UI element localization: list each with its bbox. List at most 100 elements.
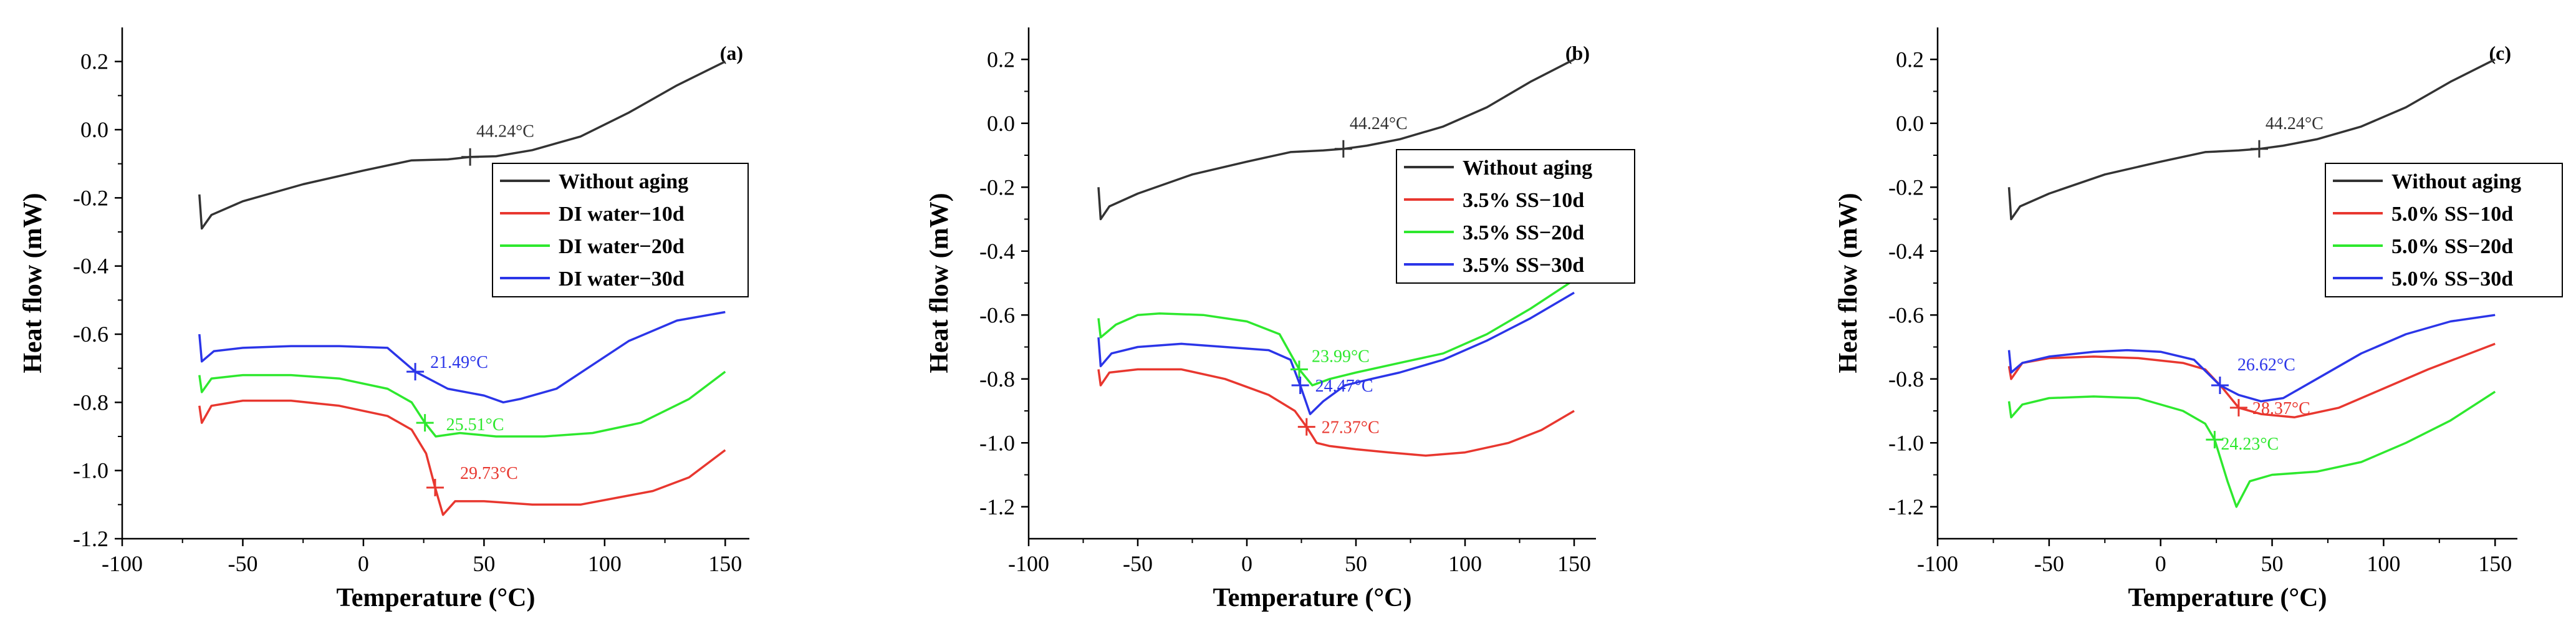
y-tick-label: -1.2 bbox=[1888, 494, 1924, 519]
legend-entry: DI water−30d bbox=[559, 267, 685, 291]
y-tick-label: 0.0 bbox=[80, 117, 108, 142]
x-tick-label: 100 bbox=[1448, 551, 1482, 576]
y-tick-label: 0.2 bbox=[80, 49, 108, 74]
legend-entry: DI water−10d bbox=[559, 203, 685, 226]
legend-entry: Without aging bbox=[2391, 170, 2521, 193]
legend: Without aging DI water−10d DI water−20d DI … bbox=[492, 163, 749, 297]
x-tick-label: -100 bbox=[102, 551, 143, 576]
legend-entry: Without aging bbox=[559, 170, 688, 193]
y-tick-label: -0.6 bbox=[979, 302, 1015, 327]
legend-box bbox=[1396, 149, 1635, 284]
x-tick-label: -50 bbox=[1123, 551, 1153, 576]
legend-box bbox=[492, 163, 749, 297]
annotation-marker bbox=[1334, 140, 1352, 158]
y-tick-label: -1.2 bbox=[979, 494, 1015, 519]
series-line-3 bbox=[2007, 390, 2496, 508]
legend-entry: 5.0% SS−20d bbox=[2391, 235, 2513, 258]
annotation-label: 26.62°C bbox=[2237, 355, 2295, 375]
annotation-marker bbox=[461, 148, 479, 166]
x-tick-label: 50 bbox=[473, 551, 495, 576]
y-tick-label: -1.0 bbox=[1888, 430, 1924, 455]
annotation-marker bbox=[2211, 377, 2229, 394]
annotation-marker bbox=[406, 363, 425, 381]
y-tick-label: -0.2 bbox=[979, 175, 1015, 200]
annotation-label: 21.49°C bbox=[430, 353, 488, 372]
panel-label: (b) bbox=[1565, 42, 1590, 64]
annotation-label: 27.37°C bbox=[1322, 418, 1380, 438]
chart-panel-2: -100 -50 0 50 100 150 -1.2 -1.0 -0.8 -0.6 -0.4 -0.2… bbox=[925, 27, 1635, 612]
annotation-label: 44.24°C bbox=[476, 122, 534, 142]
x-tick-label: -50 bbox=[2034, 551, 2064, 576]
x-tick-label: 50 bbox=[2261, 551, 2284, 576]
x-axis-title: Temperature (°C) bbox=[2128, 584, 2327, 612]
legend-entry: 3.5% SS−30d bbox=[1463, 254, 1584, 277]
x-tick-label: -50 bbox=[228, 551, 257, 576]
y-tick-label: -0.8 bbox=[979, 367, 1015, 392]
series-line-1 bbox=[2007, 58, 2496, 221]
annotation-label: 24.47°C bbox=[1315, 377, 1373, 396]
y-tick-label: -1.2 bbox=[73, 526, 108, 551]
annotation-label: 24.23°C bbox=[2221, 435, 2279, 454]
legend-entry: 5.0% SS−30d bbox=[2391, 267, 2513, 291]
annotation-label: 44.24°C bbox=[2266, 114, 2324, 133]
series-line-4 bbox=[1097, 291, 1575, 415]
legend-entry: 3.5% SS−20d bbox=[1463, 221, 1584, 244]
x-tick-label: 50 bbox=[1345, 551, 1367, 576]
y-tick-label: -0.8 bbox=[73, 390, 108, 415]
panel-label: (a) bbox=[720, 42, 743, 64]
x-tick-label: 150 bbox=[708, 551, 742, 576]
annotation-marker bbox=[416, 414, 434, 432]
legend-entry: 3.5% SS−10d bbox=[1463, 189, 1584, 212]
y-tick-label: 0.2 bbox=[1896, 47, 1924, 72]
y-tick-label: -1.0 bbox=[73, 458, 108, 483]
annotation-label: 25.51°C bbox=[446, 415, 504, 435]
annotation-marker bbox=[1290, 360, 1308, 378]
legend-entry: Without aging bbox=[1463, 156, 1592, 180]
y-tick-label: -0.2 bbox=[1888, 175, 1924, 200]
annotation-marker bbox=[1291, 377, 1309, 394]
legend-entry: 5.0% SS−10d bbox=[2391, 203, 2513, 226]
series-line-1 bbox=[198, 60, 726, 230]
y-tick-label: 0.2 bbox=[987, 47, 1015, 72]
y-tick-label: -0.8 bbox=[1888, 367, 1924, 392]
legend-box bbox=[2325, 163, 2563, 297]
x-tick-label: 0 bbox=[2155, 551, 2166, 576]
y-tick-label: 0.0 bbox=[1896, 111, 1924, 136]
annotation-label: 44.24°C bbox=[1350, 114, 1408, 133]
series-line-2 bbox=[1097, 368, 1575, 457]
legend: Without aging 5.0% SS−10d 5.0% SS−20d 5.0% … bbox=[2325, 163, 2563, 297]
annotation-label: 28.37°C bbox=[2252, 399, 2310, 418]
x-tick-label: 0 bbox=[1241, 551, 1252, 576]
x-tick-label: -100 bbox=[1008, 551, 1049, 576]
y-tick-label: -0.4 bbox=[73, 254, 108, 279]
y-axis-title: Heat flow (mW) bbox=[1834, 193, 1863, 373]
x-tick-label: 150 bbox=[1557, 551, 1591, 576]
y-tick-label: -0.4 bbox=[1888, 239, 1924, 264]
annotation-label: 23.99°C bbox=[1312, 347, 1370, 366]
x-tick-label: 100 bbox=[588, 551, 622, 576]
legend: Without aging 3.5% SS−10d 3.5% SS−20d 3.5% … bbox=[1396, 149, 1635, 284]
y-tick-label: -1.0 bbox=[979, 430, 1015, 455]
chart-panel-3: -100 -50 0 50 100 150 -1.2 -1.0 -0.8 -0.6 -0.4 -0.2… bbox=[1834, 27, 2563, 612]
annotation-marker bbox=[1297, 418, 1315, 436]
x-axis-title: Temperature (°C) bbox=[337, 584, 536, 612]
annotation-marker bbox=[2229, 398, 2247, 417]
x-tick-label: 0 bbox=[358, 551, 369, 576]
series-line-1 bbox=[1097, 58, 1575, 221]
y-tick-label: 0.0 bbox=[987, 111, 1015, 136]
x-tick-label: 100 bbox=[2367, 551, 2400, 576]
y-axis-title: Heat flow (mW) bbox=[925, 193, 954, 373]
legend-entry: DI water−20d bbox=[559, 235, 685, 258]
annotation-marker bbox=[2250, 140, 2268, 158]
y-tick-label: -0.6 bbox=[73, 322, 108, 347]
y-tick-label: -0.2 bbox=[73, 185, 108, 210]
annotation-marker bbox=[2206, 431, 2224, 449]
annotation-label: 29.73°C bbox=[460, 464, 518, 483]
chart-panel-1: -100 -50 0 50 100 150 -1.2 -1.0 -0.8 -0.6 -0.4 -0.2… bbox=[19, 27, 749, 612]
y-tick-label: -0.6 bbox=[1888, 302, 1924, 327]
annotation-marker bbox=[426, 479, 444, 496]
y-axis-title: Heat flow (mW) bbox=[19, 193, 47, 373]
x-tick-label: -100 bbox=[1917, 551, 1958, 576]
y-tick-label: -0.4 bbox=[979, 239, 1015, 264]
